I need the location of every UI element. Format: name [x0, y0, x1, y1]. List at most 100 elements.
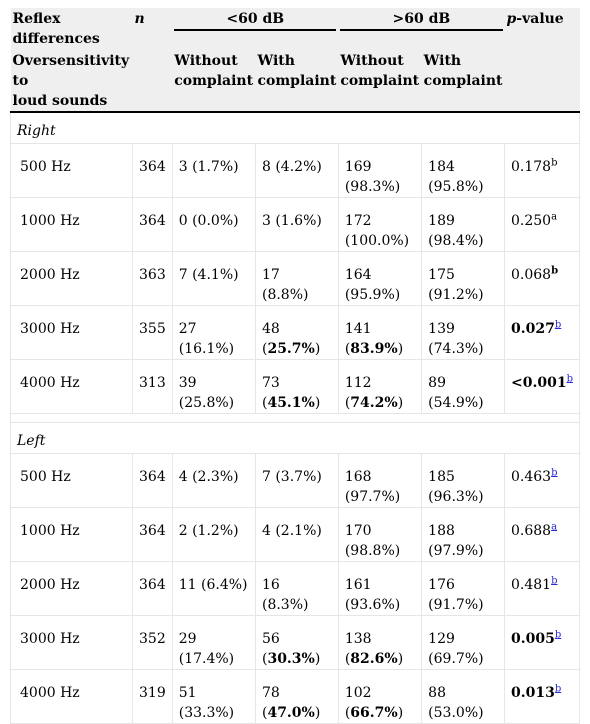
gt60-without-cell: 164 (95.9%): [337, 251, 423, 306]
lt60-without-cell: 4 (2.3%): [171, 453, 256, 508]
lt60-with-cell: 8 (4.2%): [254, 143, 339, 198]
lt60-with-cell: 17 (8.8%): [254, 251, 339, 306]
footnote-marker: b: [551, 265, 559, 277]
n-cell: 313: [132, 359, 173, 414]
n-cell: 363: [132, 251, 173, 306]
lt60-without-cell: 29 (17.4%): [171, 615, 256, 670]
header-lt60-with: With complaint: [255, 49, 339, 113]
table-body: Right 500 Hz 364 3 (1.7%) 8 (4.2%) 169 (98.3%)…: [10, 111, 580, 724]
footnote-marker[interactable]: b: [554, 629, 562, 641]
header-pvalue: p-value: [504, 8, 580, 49]
footnote-marker[interactable]: b: [554, 319, 562, 331]
header-blank-n: [132, 49, 173, 113]
pvalue-cell: <0.001b: [504, 359, 580, 414]
pvalue-cell: 0.027b: [504, 305, 580, 360]
table-row: 2000 Hz 363 7 (4.1%) 17 (8.8%) 164 (95.9%) 175(…: [10, 251, 580, 306]
table-figure: Reflex differences n <60 dB >60 dB p-val…: [10, 8, 580, 724]
frequency-cell: 1000 Hz: [10, 197, 133, 252]
gt60-without-cell: 169 (98.3%): [337, 143, 423, 198]
n-cell: 364: [132, 507, 173, 562]
table-row: 500 Hz 364 3 (1.7%) 8 (4.2%) 169 (98.3%) 184 (9…: [10, 143, 580, 198]
table-header: Reflex differences n <60 dB >60 dB p-val…: [10, 8, 580, 113]
gt60-without-cell: 170 (98.8%): [337, 507, 423, 562]
pvalue-cell: 0.250a: [504, 197, 580, 252]
lt60-without-cell: 0 (0.0%): [171, 197, 256, 252]
n-cell: 364: [132, 561, 173, 616]
section-row: Right: [10, 111, 580, 144]
lt60-without-cell: 3 (1.7%): [171, 143, 256, 198]
n-cell: 364: [132, 143, 173, 198]
n-cell: 364: [132, 453, 173, 508]
frequency-cell: 3000 Hz: [10, 305, 133, 360]
gt60-without-cell: 168 (97.7%): [337, 453, 423, 508]
pvalue-cell: 0.688a: [504, 507, 580, 562]
footnote-marker[interactable]: b: [566, 373, 573, 385]
lt60-with-cell: 56 (30.3%): [254, 615, 339, 670]
header-lt60: <60 dB: [172, 8, 339, 49]
gt60-without-cell: 141 (83.9%): [337, 305, 423, 360]
n-cell: 364: [132, 197, 173, 252]
lt60-with-cell: 7 (3.7%): [254, 453, 339, 508]
frequency-cell: 1000 Hz: [10, 507, 133, 562]
gt60-without-cell: 161 (93.6%): [337, 561, 423, 616]
table-row: 4000 Hz 319 51 (33.3%) 78 (47.0%) 102 (66.7%) 8…: [10, 669, 580, 724]
footnote-marker: b: [551, 157, 558, 169]
lt60-with-cell: 16 (8.3%): [254, 561, 339, 616]
lt60-with-cell: 78 (47.0%): [254, 669, 339, 724]
frequency-cell: 3000 Hz: [10, 615, 133, 670]
n-cell: 352: [132, 615, 173, 670]
lt60-without-cell: 2 (1.2%): [171, 507, 256, 562]
section-label: Right: [10, 111, 580, 144]
frequency-cell: 500 Hz: [10, 143, 133, 198]
pvalue-cell: 0.005b: [504, 615, 580, 670]
n-cell: 355: [132, 305, 173, 360]
gt60-with-cell: 184 (95.8%): [421, 143, 505, 198]
table-row: 500 Hz 364 4 (2.3%) 7 (3.7%) 168 (97.7%) 185 (9…: [10, 453, 580, 508]
header-reflex: Reflex differences: [10, 8, 133, 49]
gt60-with-cell: 89 (54.9%): [421, 359, 505, 414]
gt60-without-cell: 172 (100.0%): [337, 197, 423, 252]
lt60-without-cell: 7 (4.1%): [171, 251, 256, 306]
lt60-with-cell: 3 (1.6%): [254, 197, 339, 252]
table-row: 1000 Hz 364 2 (1.2%) 4 (2.1%) 170 (98.8%) 188(…: [10, 507, 580, 562]
gt60-with-cell: 189 (98.4%): [421, 197, 505, 252]
header-gt60-with: With complaint: [421, 49, 505, 113]
frequency-cell: 500 Hz: [10, 453, 133, 508]
header-n: n: [132, 8, 173, 49]
gt60-with-cell: 185 (96.3%): [421, 453, 505, 508]
table-row: 2000 Hz 364 11 (6.4%) 16 (8.3%) 161 (93.6%) 176…: [10, 561, 580, 616]
pvalue-cell: 0.178b: [504, 143, 580, 198]
data-table: Reflex differences n <60 dB >60 dB p-val…: [10, 8, 580, 724]
gt60-with-cell: 175 (91.2%): [421, 251, 505, 306]
lt60-without-cell: 39 (25.8%): [171, 359, 256, 414]
pvalue-cell: 0.481b: [504, 561, 580, 616]
lt60-without-cell: 51 (33.3%): [171, 669, 256, 724]
header-gt60-without: Without complaint: [338, 49, 422, 113]
footnote-marker[interactable]: a: [551, 521, 558, 533]
footnote-marker[interactable]: b: [551, 575, 558, 587]
gt60-with-cell: 188 (97.9%): [421, 507, 505, 562]
frequency-cell: 2000 Hz: [10, 251, 133, 306]
gt60-without-cell: 138 (82.6%): [337, 615, 423, 670]
section-spacer: [10, 413, 580, 423]
lt60-with-cell: 48 (25.7%): [254, 305, 339, 360]
footnote-marker[interactable]: b: [554, 683, 562, 695]
gt60-without-cell: 112 (74.2%): [337, 359, 423, 414]
table-row: 3000 Hz 355 27 (16.1%) 48 (25.7%) 141 (83.9%) 1…: [10, 305, 580, 360]
header-oversensitivity: Oversensitivity to loud sounds: [10, 49, 133, 113]
footnote-marker[interactable]: b: [551, 467, 558, 479]
section-label: Left: [10, 422, 580, 454]
pvalue-cell: 0.068b: [504, 251, 580, 306]
header-blank-p: [504, 49, 580, 113]
gt60-with-cell: 139 (74.3%): [421, 305, 505, 360]
header-lt60-without: Without complaint: [172, 49, 256, 113]
section-row: Left: [10, 422, 580, 454]
gt60-without-cell: 102 (66.7%): [337, 669, 423, 724]
table-row: 1000 Hz 364 0 (0.0%) 3 (1.6%) 172 (100.0%) 189…: [10, 197, 580, 252]
frequency-cell: 2000 Hz: [10, 561, 133, 616]
frequency-cell: 4000 Hz: [10, 669, 133, 724]
table-row: 4000 Hz 313 39 (25.8%) 73 (45.1%) 112 (74.2%) 8…: [10, 359, 580, 414]
n-cell: 319: [132, 669, 173, 724]
gt60-with-cell: 176 (91.7%): [421, 561, 505, 616]
header-gt60: >60 dB: [338, 8, 505, 49]
